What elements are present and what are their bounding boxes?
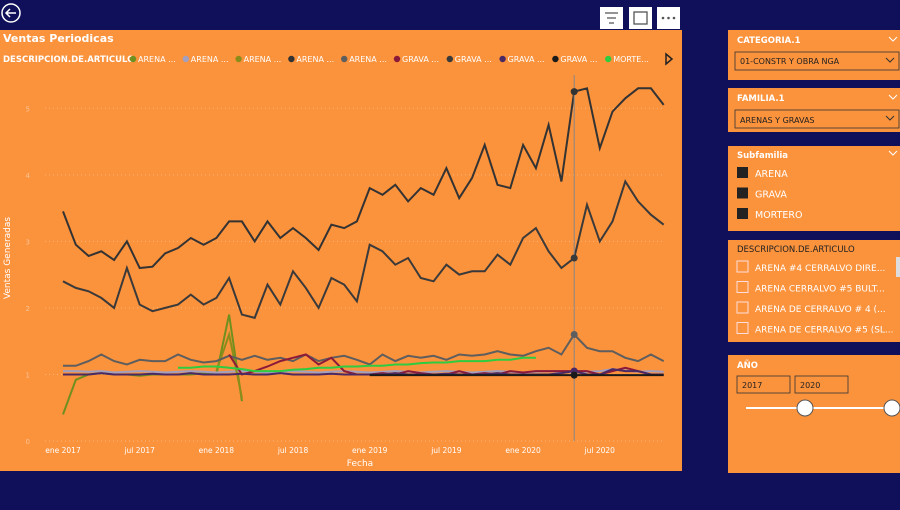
legend-label[interactable]: ARENA ... [244, 55, 282, 64]
checkbox[interactable] [736, 260, 749, 273]
dropdown-value[interactable]: ARENAS Y GRAVAS [740, 116, 815, 125]
checkbox-label[interactable]: ARENA CERRALVO #5 BULT... [755, 285, 885, 295]
legend-label[interactable]: ARENA ... [296, 55, 334, 64]
legend-swatch[interactable] [341, 55, 348, 63]
y-axis-title: Ventas Generadas [3, 217, 13, 299]
y-tick-label: 4 [26, 172, 31, 180]
y-tick-label: 0 [26, 438, 30, 446]
hover-marker [570, 88, 578, 96]
legend-swatch[interactable] [499, 55, 506, 63]
legend-swatch[interactable] [129, 55, 137, 63]
y-tick-label: 2 [26, 305, 30, 313]
filter-icon[interactable] [600, 7, 623, 29]
hover-marker [570, 331, 578, 339]
slicer-title: AÑO [737, 360, 758, 371]
checkbox-checked[interactable] [737, 187, 748, 199]
legend-swatch[interactable] [182, 55, 189, 63]
year-to[interactable]: 2020 [800, 381, 820, 390]
x-tick-label: jul 2017 [123, 446, 155, 455]
legend-swatch[interactable] [446, 55, 453, 63]
legend-swatch[interactable] [605, 55, 612, 63]
slider-handle[interactable] [883, 399, 900, 417]
legend-label[interactable]: GRAVA ... [402, 55, 439, 64]
chart-panel [0, 30, 682, 471]
x-tick-label: ene 2018 [199, 446, 235, 455]
legend-swatch[interactable] [235, 55, 242, 63]
checkbox-label[interactable]: ARENA DE CERRALVO # 4 (... [755, 305, 886, 315]
legend-swatch[interactable] [393, 55, 401, 63]
y-tick-label: 3 [26, 238, 30, 246]
back-button[interactable] [1, 3, 21, 23]
checkbox[interactable] [736, 301, 749, 314]
familia-slicer: FAMILIA.1 ARENAS Y GRAVAS [728, 88, 900, 132]
legend-swatch[interactable] [552, 55, 559, 63]
hover-marker [570, 371, 578, 379]
legend-label[interactable]: MORTE... [613, 55, 649, 64]
more-icon[interactable] [657, 7, 680, 29]
slicer-title: DESCRIPCION.DE.ARTICULO [737, 245, 855, 255]
year-from[interactable]: 2017 [742, 381, 762, 390]
series-line [62, 179, 665, 320]
checkbox-label[interactable]: ARENA [755, 169, 788, 180]
x-tick-label: jul 2020 [584, 446, 616, 455]
slicer-title: CATEGORIA.1 [737, 36, 801, 46]
descripcion-slicer: DESCRIPCION.DE.ARTICULO ARENA #4 CERRALV… [728, 240, 900, 342]
checkbox-label[interactable]: MORTERO [755, 210, 802, 221]
y-tick-label: 1 [26, 371, 30, 379]
legend-label[interactable]: ARENA ... [191, 55, 229, 64]
slider-handle[interactable] [796, 399, 814, 417]
legend-title: DESCRIPCION.DE.ARTICULO [3, 55, 134, 65]
dropdown[interactable]: 01-CONSTR Y OBRA NGA [734, 51, 900, 71]
x-tick-label: jul 2018 [277, 446, 309, 455]
legend-label[interactable]: ARENA ... [138, 55, 176, 64]
subfamilia-slicer: Subfamilia ARENA GRAVA MORTERO [728, 146, 900, 231]
slicer-title: Subfamilia [737, 151, 788, 161]
series-line [62, 87, 665, 270]
legend-scroll[interactable] [665, 52, 674, 66]
legend-label[interactable]: GRAVA ... [560, 55, 597, 64]
checkbox-checked[interactable] [737, 208, 748, 219]
checkbox-label[interactable]: ARENA DE CERRALVO #5 (SL... [755, 326, 894, 336]
chart-title: Ventas Periodicas [3, 32, 114, 45]
series-line [63, 332, 665, 367]
dropdown-value[interactable]: 01-CONSTR Y OBRA NGA [740, 57, 840, 66]
checkbox-checked[interactable] [737, 167, 748, 178]
legend-swatch[interactable] [288, 55, 295, 63]
x-tick-label: ene 2019 [352, 446, 388, 455]
dropdown[interactable]: ARENAS Y GRAVAS [734, 109, 900, 129]
focus-icon[interactable] [629, 7, 652, 29]
x-tick-label: ene 2020 [505, 446, 541, 455]
x-axis-title: Fecha [347, 459, 373, 469]
checkbox-label[interactable]: GRAVA [755, 190, 787, 201]
series-line [63, 368, 664, 376]
checkbox[interactable] [736, 281, 749, 293]
y-tick-label: 5 [26, 105, 30, 113]
legend-label[interactable]: GRAVA ... [508, 55, 545, 64]
x-tick-label: jul 2019 [430, 446, 462, 455]
categoria-slicer: CATEGORIA.1 01-CONSTR Y OBRA NGA [728, 30, 900, 80]
x-tick-label: ene 2017 [45, 446, 81, 455]
anio-slicer: AÑO 2017 2020 [728, 355, 900, 473]
legend-label[interactable]: GRAVA ... [455, 55, 492, 64]
legend-label[interactable]: ARENA ... [349, 55, 387, 64]
slicer-title: FAMILIA.1 [737, 94, 785, 104]
hover-marker [570, 254, 578, 262]
checkbox[interactable] [736, 322, 749, 334]
checkbox-label[interactable]: ARENA #4 CERRALVO DIRE... [755, 264, 885, 274]
series-line [178, 356, 536, 373]
